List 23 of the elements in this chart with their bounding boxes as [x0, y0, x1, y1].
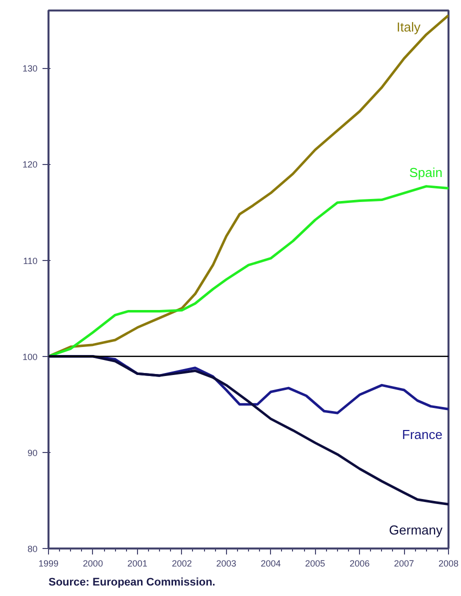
y-tick-label: 100	[22, 352, 38, 362]
y-tick-label: 90	[27, 448, 38, 458]
x-tick-label: 1999	[38, 558, 59, 568]
x-tick-label: 2007	[394, 558, 414, 568]
y-tick-label: 130	[22, 64, 38, 74]
x-tick-label: 2005	[305, 558, 326, 568]
series-label: Spain	[409, 165, 442, 180]
x-tick-label: 2002	[172, 558, 192, 568]
series-label: France	[402, 427, 443, 442]
line-series	[48, 185, 448, 358]
y-tick-label: 110	[23, 256, 38, 266]
x-tick-label: 2001	[127, 558, 148, 568]
x-tick-label: 2006	[350, 558, 370, 568]
series-label: Germany	[389, 522, 443, 538]
x-tick-label: 2003	[216, 558, 236, 568]
x-tick-label: 2008	[438, 558, 459, 568]
line-series	[48, 14, 448, 358]
series-label: Italy	[396, 19, 421, 34]
x-tick-label: 2000	[82, 558, 103, 568]
y-tick-label: 120	[22, 160, 38, 170]
y-tick-label: 80	[27, 544, 38, 554]
source-note: Source: European Commission.	[48, 576, 216, 588]
x-tick-label: 2004	[260, 558, 281, 568]
